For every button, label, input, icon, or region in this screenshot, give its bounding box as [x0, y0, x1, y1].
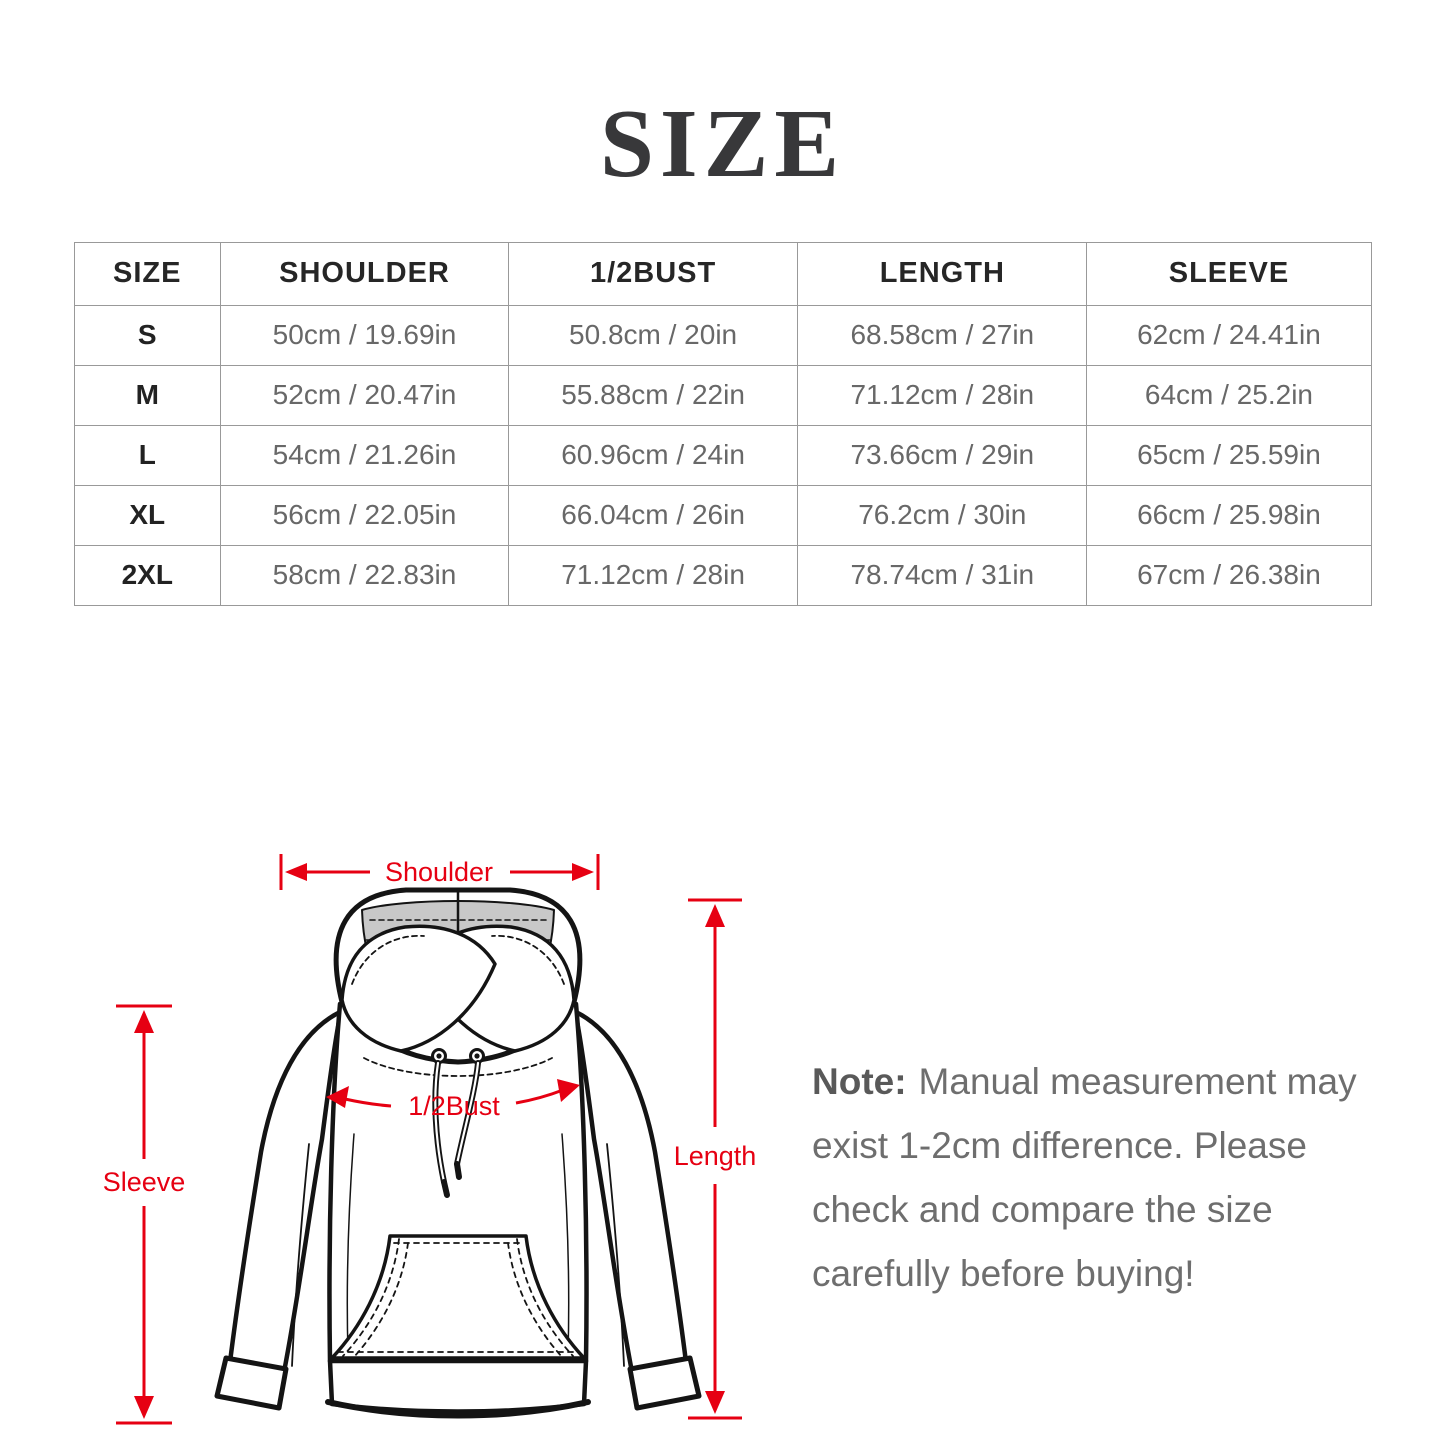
cell-length: 76.2cm / 30in: [797, 484, 1088, 546]
cell-size: 2XL: [73, 544, 222, 606]
note-line: Note: Manual measurement may: [812, 1050, 1392, 1114]
length-arrow: [688, 898, 742, 1420]
cell-halfbust: 55.88cm / 22in: [507, 364, 799, 426]
col-header-length: LENGTH: [797, 241, 1088, 306]
cell-size: M: [73, 364, 222, 426]
cell-shoulder: 54cm / 21.26in: [220, 424, 509, 486]
table-row: XL 56cm / 22.05in 66.04cm / 26in 76.2cm …: [73, 484, 1372, 546]
cell-length: 71.12cm / 28in: [797, 364, 1088, 426]
size-table-container: SIZE SHOULDER 1/2BUST LENGTH SLEEVE S 50…: [73, 241, 1372, 606]
cell-shoulder: 50cm / 19.69in: [220, 304, 509, 366]
cell-halfbust: 71.12cm / 28in: [507, 544, 799, 606]
cell-sleeve: 62cm / 24.41in: [1086, 304, 1372, 366]
cell-size: L: [73, 424, 222, 486]
sleeve-arrow-label: Sleeve: [103, 1167, 186, 1197]
half-bust-arrow: [326, 1079, 580, 1108]
cell-sleeve: 66cm / 25.98in: [1086, 484, 1372, 546]
shoulder-arrow: [279, 854, 600, 890]
note-line: carefully before buying!: [812, 1253, 1195, 1294]
cell-length: 73.66cm / 29in: [797, 424, 1088, 486]
table-row: 2XL 58cm / 22.83in 71.12cm / 28in 78.74c…: [73, 544, 1372, 606]
cell-halfbust: 50.8cm / 20in: [507, 304, 799, 366]
cell-size: S: [73, 304, 222, 366]
cell-length: 78.74cm / 31in: [797, 544, 1088, 606]
cell-sleeve: 64cm / 25.2in: [1086, 364, 1372, 426]
cell-shoulder: 58cm / 22.83in: [220, 544, 509, 606]
table-row: S 50cm / 19.69in 50.8cm / 20in 68.58cm /…: [73, 304, 1372, 366]
cell-length: 68.58cm / 27in: [797, 304, 1088, 366]
size-table: SIZE SHOULDER 1/2BUST LENGTH SLEEVE S 50…: [73, 241, 1372, 606]
col-header-sleeve: SLEEVE: [1086, 241, 1372, 306]
cell-halfbust: 66.04cm / 26in: [507, 484, 799, 546]
cell-halfbust: 60.96cm / 24in: [507, 424, 799, 486]
cell-sleeve: 65cm / 25.59in: [1086, 424, 1372, 486]
length-arrow-label: Length: [674, 1141, 757, 1171]
size-chart-page: { "page": { "title": "SIZE" }, "size_tab…: [0, 88, 1445, 1445]
page-title: SIZE: [599, 90, 846, 197]
col-header-halfbust: 1/2BUST: [507, 241, 799, 306]
measurement-arrows: Shoulder Length Sleeve 1/2Bu: [103, 854, 757, 1425]
note-text: Manual measurement may: [918, 1061, 1357, 1102]
note-prefix: Note:: [812, 1061, 907, 1102]
note-line: check and compare the size: [812, 1189, 1273, 1230]
cell-size: XL: [73, 484, 222, 546]
sleeve-arrow: [116, 1004, 172, 1425]
col-header-size: SIZE: [73, 241, 222, 306]
table-row: L 54cm / 21.26in 60.96cm / 24in 73.66cm …: [73, 424, 1372, 486]
measurement-note: Note: Manual measurement may exist 1-2cm …: [812, 1050, 1392, 1306]
cell-sleeve: 67cm / 26.38in: [1086, 544, 1372, 606]
table-header-row: SIZE SHOULDER 1/2BUST LENGTH SLEEVE: [73, 241, 1372, 306]
cell-shoulder: 56cm / 22.05in: [220, 484, 509, 546]
cell-shoulder: 52cm / 20.47in: [220, 364, 509, 426]
col-header-shoulder: SHOULDER: [220, 241, 509, 306]
hoodie-drawing: [214, 887, 702, 1419]
half-bust-arrow-label: 1/2Bust: [408, 1091, 500, 1121]
note-line: exist 1-2cm difference. Please: [812, 1125, 1307, 1166]
hoodie-measurement-diagram: Shoulder Length Sleeve 1/2Bu: [103, 854, 757, 1425]
shoulder-arrow-label: Shoulder: [385, 857, 493, 887]
table-row: M 52cm / 20.47in 55.88cm / 22in 71.12cm …: [73, 364, 1372, 426]
